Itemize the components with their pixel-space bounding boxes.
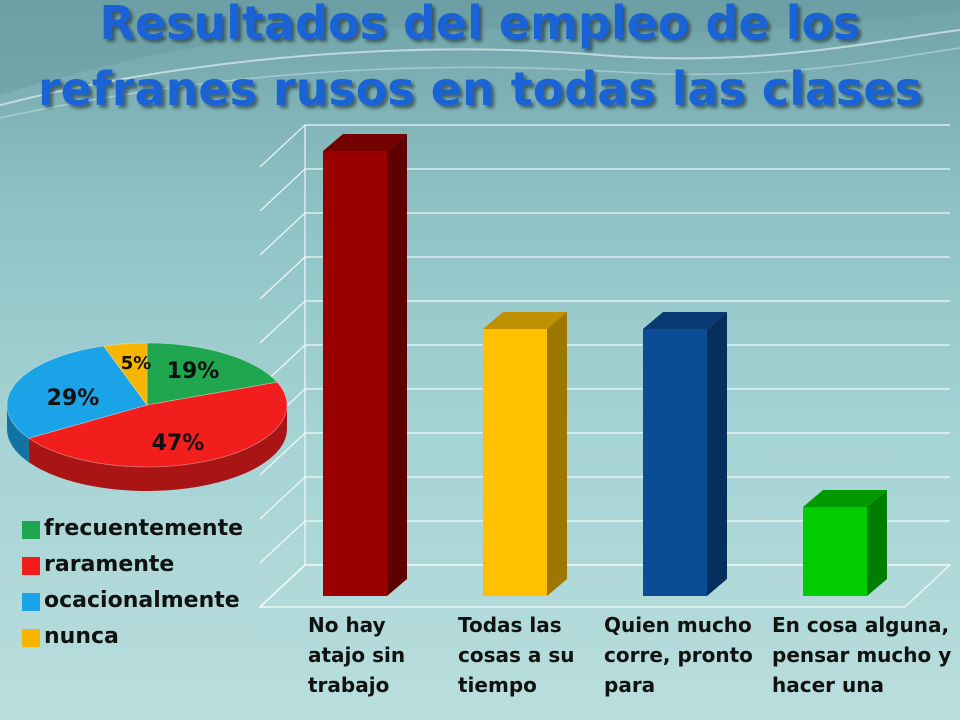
legend-label-raramente: raramente (44, 552, 175, 577)
gridline-side (259, 476, 306, 520)
gridline-side (259, 124, 306, 168)
legend-label-frecuentemente: frecuentemente (44, 516, 244, 541)
gridline-side (259, 256, 306, 300)
category-label-4: En cosa alguna, pensar mucho y hacer una (772, 613, 952, 697)
slide-title: Resultados del empleo de los refranes ru… (38, 0, 922, 116)
pie-slice-nunca (103, 342, 148, 407)
bar-front (643, 329, 707, 596)
bar-top (483, 312, 567, 329)
category-label-1: No hay atajo sin trabajo (308, 613, 406, 697)
gridline-side (259, 300, 306, 344)
bar-front (323, 151, 387, 596)
bar-3 (643, 312, 727, 596)
bar-side (547, 312, 567, 596)
bar-side (387, 134, 407, 596)
bar-top (803, 490, 887, 507)
pie-slice-frecuentemente (146, 342, 278, 406)
bar-side (867, 490, 887, 596)
pie-side-ocacionalmente (7, 405, 29, 463)
legend-swatch-nunca (22, 629, 40, 647)
pie-label-ocacionalmente: 29% (47, 386, 100, 411)
gridline-side (259, 168, 306, 212)
bar-top (643, 312, 727, 329)
pie-label-raramente: 47% (152, 431, 205, 456)
pie-label-frecuentemente: 19% (167, 359, 220, 384)
pie-side-raramente (28, 405, 287, 491)
gridline-side (259, 212, 306, 256)
gridline-side (259, 432, 306, 476)
pie-slice-ocacionalmente (6, 345, 148, 439)
bar-1 (323, 134, 407, 596)
pie-label-nunca: 5% (121, 353, 152, 374)
pie-slice-raramente (27, 381, 288, 468)
bar-top (323, 134, 407, 151)
category-label-3: Quien mucho corre, pronto para (604, 613, 753, 697)
bar-front (803, 507, 867, 596)
gridline-side (259, 520, 306, 564)
floor (258, 564, 952, 608)
bar-4 (803, 490, 887, 596)
bar-side (707, 312, 727, 596)
bar-front (483, 329, 547, 596)
bar-2 (483, 312, 567, 596)
legend-swatch-raramente (22, 557, 40, 575)
legend-swatch-frecuentemente (22, 521, 40, 539)
category-label-2: Todas las cosas a su tiempo (458, 613, 575, 697)
legend-swatch-ocacionalmente (22, 593, 40, 611)
legend-label-ocacionalmente: ocacionalmente (44, 588, 240, 613)
legend-label-nunca: nunca (44, 624, 119, 649)
